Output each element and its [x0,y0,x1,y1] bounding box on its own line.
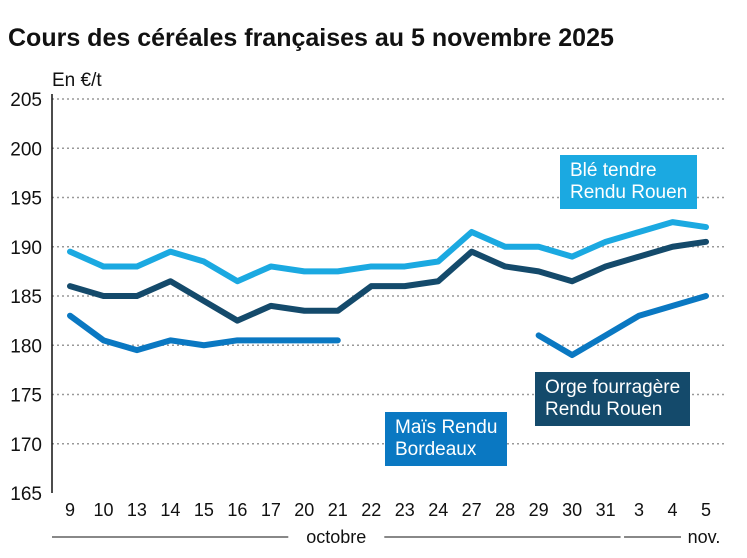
x-tick-label: 20 [294,500,314,520]
series-line [67,293,709,359]
x-tick-label: 21 [328,500,348,520]
x-tick-label: 13 [127,500,147,520]
x-tick-label: 24 [428,500,448,520]
x-tick-label: 5 [701,500,711,520]
x-tick-label: 16 [227,500,247,520]
x-tick-label: 14 [160,500,180,520]
month-label: octobre [306,527,366,547]
month-label: nov. [688,527,721,547]
x-tick-label: 17 [261,500,281,520]
x-tick-label: 15 [194,500,214,520]
label-line: Rendu Rouen [570,182,688,203]
label-line: Maïs Rendu [395,417,498,438]
series-line [67,219,709,285]
y-tick-label: 180 [10,336,42,357]
series-label-orge: Orge fourragère Rendu Rouen [535,372,691,426]
x-tick-label: 22 [361,500,381,520]
y-tick-label: 195 [10,189,42,210]
y-tick-label: 165 [10,484,42,505]
label-line: Blé tendre [570,160,657,181]
x-tick-label: 30 [562,500,582,520]
chart-title: Cours des céréales françaises au 5 novem… [8,24,614,52]
label-line: Bordeaux [395,439,477,460]
series-label-mais: Maïs Rendu Bordeaux [385,412,508,466]
x-tick-label: 23 [395,500,415,520]
x-tick-label: 31 [596,500,616,520]
x-tick-label: 29 [529,500,549,520]
series-line [67,238,709,324]
y-tick-label: 205 [10,90,42,111]
series-label-ble: Blé tendre Rendu Rouen [560,155,698,209]
x-tick-label: 3 [634,500,644,520]
y-tick-label: 175 [10,386,42,407]
y-tick-label: 170 [10,435,42,456]
y-axis-label: En €/t [52,70,102,91]
x-tick-label: 9 [65,500,75,520]
x-tick-label: 28 [495,500,515,520]
y-tick-label: 200 [10,139,42,160]
label-line: Rendu Rouen [545,399,663,420]
y-tick-label: 190 [10,238,42,259]
label-line: Orge fourragère [545,377,681,398]
x-tick-label: 10 [93,500,113,520]
x-tick-label: 27 [462,500,482,520]
y-tick-label: 185 [10,287,42,308]
x-tick-label: 4 [668,500,678,520]
